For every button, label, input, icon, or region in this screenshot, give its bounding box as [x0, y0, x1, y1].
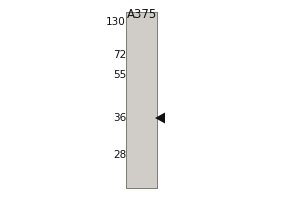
- Text: 72: 72: [113, 50, 126, 60]
- Bar: [126, 12, 157, 188]
- Bar: [126, 12, 157, 188]
- Text: A375: A375: [127, 8, 157, 21]
- Text: 36: 36: [113, 113, 126, 123]
- Text: 130: 130: [106, 17, 126, 27]
- Text: 28: 28: [113, 150, 126, 160]
- Text: 55: 55: [113, 70, 126, 80]
- Polygon shape: [155, 112, 165, 123]
